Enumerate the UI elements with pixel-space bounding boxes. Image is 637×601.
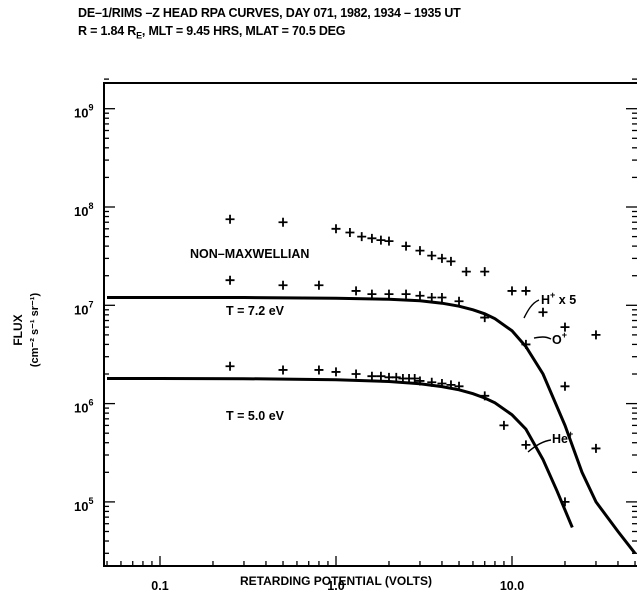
y-tick-label: 105 xyxy=(74,496,93,514)
oplus-point xyxy=(415,291,425,301)
heplus-point xyxy=(351,369,361,379)
hplus-point xyxy=(507,286,517,296)
hplus-point xyxy=(521,286,531,296)
hplus-point xyxy=(480,267,490,277)
hplus-point xyxy=(331,224,341,234)
oplus-point xyxy=(437,293,447,303)
axis-ticks xyxy=(104,78,637,566)
subtitle-subscript: E xyxy=(136,30,142,41)
y-tick-label: 106 xyxy=(74,398,93,416)
oplus-point xyxy=(521,339,531,349)
x-tick-label: 10.0 xyxy=(500,579,524,593)
hplus-point xyxy=(427,251,437,261)
plot-frame xyxy=(103,82,637,567)
heplus-point xyxy=(591,443,601,453)
hplus-point xyxy=(437,253,447,263)
hplus-point xyxy=(591,330,601,340)
y-tick-label: 109 xyxy=(74,103,93,121)
oplus-point xyxy=(454,296,464,306)
oplus-point xyxy=(480,313,490,323)
hplus-point xyxy=(357,232,367,242)
non-maxwellian-label: NON–MAXWELLIAN xyxy=(190,247,309,261)
t50-label: T = 5.0 eV xyxy=(226,409,285,423)
chart-subtitle: R = 1.84 RE, MLT = 9.45 HRS, MLAT = 70.5… xyxy=(78,24,346,41)
heplus-label: He+ xyxy=(552,429,573,446)
hplus-point xyxy=(538,307,548,317)
heplus-point xyxy=(560,497,570,507)
chart-title: DE–1/RIMS –Z HEAD RPA CURVES, DAY 071, 1… xyxy=(78,6,461,20)
oplus-point xyxy=(367,289,377,299)
y-tick-label: 107 xyxy=(74,299,93,317)
hplus-point xyxy=(560,322,570,332)
x-tick-label: 0.1 xyxy=(151,579,168,593)
oplus-point xyxy=(225,275,235,285)
hplus-point xyxy=(461,267,471,277)
t72-label: T = 7.2 eV xyxy=(226,304,285,318)
oplus-point xyxy=(314,280,324,290)
heplus-point xyxy=(454,381,464,391)
hplus-point xyxy=(376,235,386,245)
hplus-point xyxy=(345,228,355,238)
hplus-label: H+ x 5 xyxy=(541,290,576,307)
hplus-point xyxy=(384,236,394,246)
heplus-point xyxy=(415,376,425,386)
hplus-point xyxy=(415,246,425,256)
x-axis-label: RETARDING POTENTIAL (VOLTS) xyxy=(240,574,432,588)
oplus-point xyxy=(401,289,411,299)
heplus-point xyxy=(521,440,531,450)
data-points xyxy=(225,214,601,507)
fit-curve-5-0ev xyxy=(107,377,574,528)
hplus-point xyxy=(225,214,235,224)
hplus-point xyxy=(446,256,456,266)
heplus-point xyxy=(314,365,324,375)
x-tick-label: 1.0 xyxy=(327,579,344,593)
y-axis-units: (cm⁻² s⁻¹ sr⁻¹) xyxy=(29,293,41,368)
heplus-point xyxy=(225,361,235,371)
heplus-point xyxy=(410,374,420,384)
heplus-point xyxy=(499,420,509,430)
heplus-point xyxy=(427,377,437,387)
heplus-leader xyxy=(527,439,552,453)
oplus-point xyxy=(278,280,288,290)
chart-labels: 0.1 1.0 10.0 105 106 107 108 109 FLUX (cm⁻² s⁻¹ s… xyxy=(11,103,576,593)
oplus-point xyxy=(351,286,361,296)
oplus-leader xyxy=(533,336,552,340)
heplus-point xyxy=(278,365,288,375)
heplus-point xyxy=(480,391,490,401)
heplus-point xyxy=(331,367,341,377)
heplus-point xyxy=(437,379,447,389)
subtitle-part-a: R = 1.84 R xyxy=(78,24,137,38)
oplus-label: O+ xyxy=(552,330,567,347)
y-tick-label: 108 xyxy=(74,201,93,219)
hplus-leader xyxy=(523,299,540,319)
oplus-point xyxy=(384,289,394,299)
heplus-point xyxy=(376,371,386,381)
y-axis-label: FLUX xyxy=(11,314,25,345)
oplus-point xyxy=(560,381,570,391)
hplus-point xyxy=(401,241,411,251)
heplus-point xyxy=(446,380,456,390)
hplus-point xyxy=(278,217,288,227)
subtitle-part-b: , MLT = 9.45 HRS, MLAT = 70.5 DEG xyxy=(141,24,346,38)
y-axis-label-group: FLUX (cm⁻² s⁻¹ sr⁻¹) xyxy=(11,293,41,368)
heplus-point xyxy=(367,371,377,381)
hplus-point xyxy=(367,233,377,243)
heplus-point xyxy=(391,372,401,382)
plot-border xyxy=(103,82,637,567)
oplus-point xyxy=(427,293,437,303)
